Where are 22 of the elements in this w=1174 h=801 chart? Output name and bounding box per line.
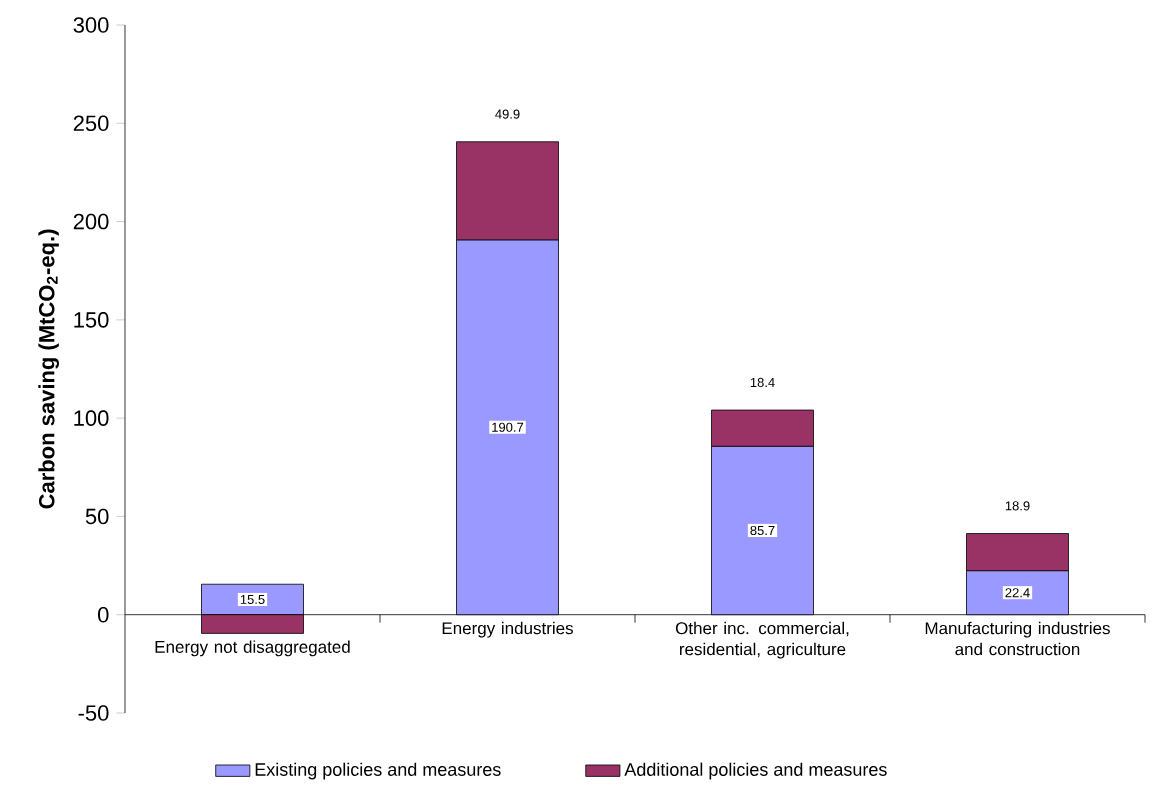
x-tick-label: Energy not disaggregated <box>155 640 350 657</box>
x-tick-label: Other inc. commercial, residential, agriculture <box>675 621 849 659</box>
y-tick-label: 150 <box>74 312 109 328</box>
y-tick-label: 50 <box>85 508 109 525</box>
data-label: 190.7 <box>492 422 524 432</box>
x-tick-label: Manufacturing industries and construction <box>925 621 1110 656</box>
data-label: 18.9 <box>1005 501 1030 511</box>
data-label: 85.7 <box>750 525 775 536</box>
data-label: 22.4 <box>1005 588 1030 598</box>
legend-label: Additional policies and measures <box>624 762 887 780</box>
y-tick-label: 250 <box>73 115 109 132</box>
x-tick-label: Energy industries <box>442 621 573 638</box>
y-tick-label: -50 <box>78 705 109 721</box>
y-axis-title: Carbon saving (MtCO$_{2}$-eq.) <box>38 229 59 509</box>
data-label: 49.9 <box>495 109 520 119</box>
y-tick-label: 100 <box>74 410 109 426</box>
y-tick-label: 300 <box>73 17 109 33</box>
data-label: 18.4 <box>750 377 775 387</box>
y-tick-label: 200 <box>73 213 109 230</box>
data-label: 15.5 <box>240 594 265 604</box>
y-tick-label: 0 <box>98 606 109 623</box>
legend-label: Existing policies and measures <box>255 762 501 780</box>
